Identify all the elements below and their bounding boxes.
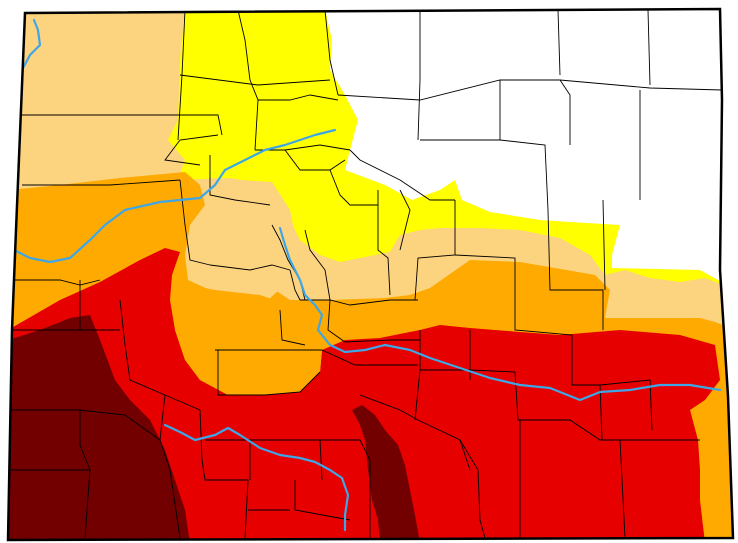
yampa-river-north (20, 18, 42, 72)
state-outline (6, 7, 735, 542)
d4-area-southcentral (352, 405, 420, 540)
county-boundaries (10, 9, 723, 539)
rio-grande (163, 423, 350, 532)
d4-area-southwest (8, 315, 190, 540)
d2-lobe (175, 285, 322, 395)
rivers (12, 18, 722, 532)
colorado-river (12, 128, 337, 264)
d1-island (185, 178, 300, 300)
gunnison-river (278, 226, 722, 402)
d3-area (8, 248, 720, 540)
